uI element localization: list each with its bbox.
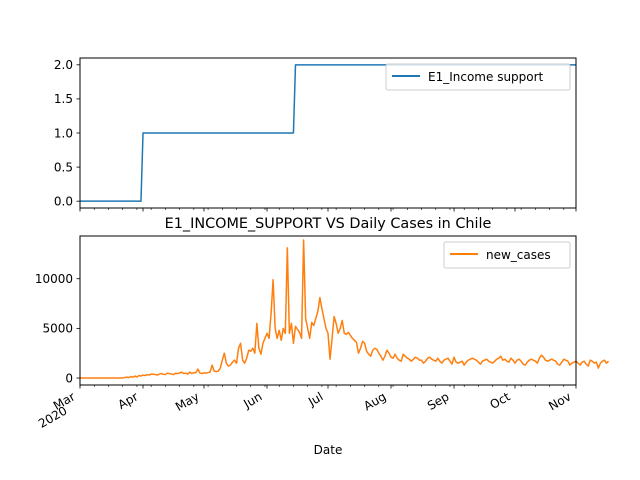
top-plot-legend: E1_Income support	[385, 63, 571, 91]
chart-title: E1_INCOME_SUPPORT VS Daily Cases in Chil…	[165, 216, 492, 232]
top-plot-y-tick-label-0: 0.0	[54, 194, 73, 208]
top-plot-y-tick-label-3: 1.5	[54, 92, 73, 106]
top-plot-series	[80, 64, 576, 202]
bottom-plot: E1_INCOME_SUPPORT VS Daily Cases in Chil…	[35, 216, 610, 457]
new-cases-line	[80, 239, 610, 379]
bottom-plot-series	[80, 239, 610, 379]
top-plot: 0.0 0.5 1.0 1.5 2.0 E1_Income support	[54, 57, 577, 212]
x-axis-label: Date	[314, 443, 343, 457]
income-support-line	[80, 64, 576, 202]
top-plot-frame	[79, 57, 577, 209]
bottom-plot-legend: new_cases	[443, 241, 571, 269]
top-plot-legend-label: E1_Income support	[428, 70, 544, 84]
bottom-plot-frame	[79, 235, 577, 386]
top-plot-y-tick-label-1: 0.5	[54, 160, 73, 174]
bottom-plot-legend-box	[443, 241, 571, 269]
bottom-plot-x-tick-label-4: Jul	[305, 389, 325, 409]
bottom-plot-y-tick-label-0: 0	[65, 371, 73, 385]
top-plot-y-ticks: 0.0 0.5 1.0 1.5 2.0	[54, 58, 80, 208]
top-plot-legend-box	[385, 63, 571, 91]
top-plot-y-tick-label-4: 2.0	[54, 58, 73, 72]
bottom-plot-y-tick-label-2: 10000	[35, 272, 73, 286]
top-plot-y-tick-label-2: 1.0	[54, 126, 73, 140]
bottom-plot-y-ticks: 0 5000 10000	[35, 272, 80, 385]
bottom-plot-legend-label: new_cases	[486, 248, 551, 262]
bottom-plot-y-tick-label-1: 5000	[42, 322, 73, 336]
